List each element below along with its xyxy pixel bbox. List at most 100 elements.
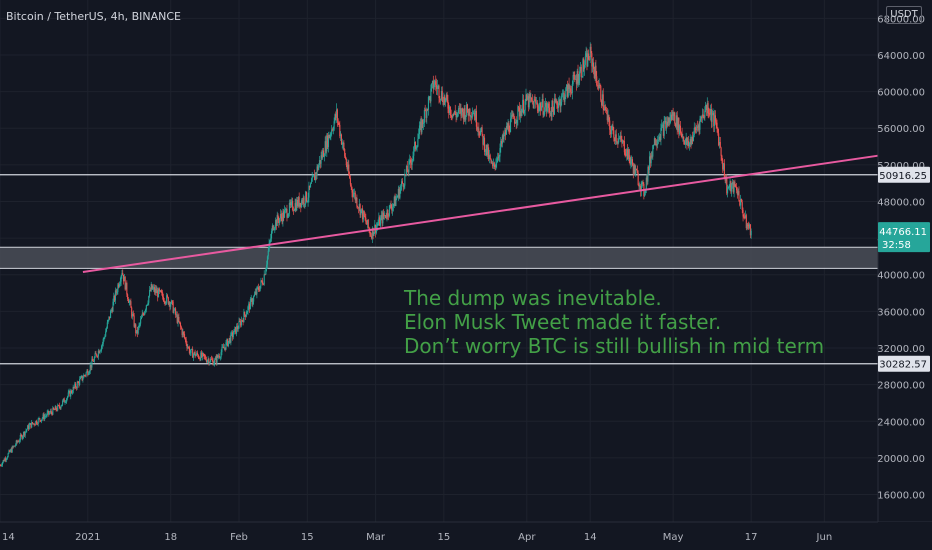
candle-body <box>373 232 375 236</box>
candle-body <box>527 96 529 108</box>
candle-body <box>551 100 553 117</box>
candle-body <box>254 291 256 295</box>
candle-body <box>22 436 24 439</box>
candle-body <box>44 416 46 420</box>
candle-body <box>401 181 403 184</box>
candle-body <box>371 227 373 239</box>
candle-body <box>372 227 374 236</box>
candle-body <box>641 182 643 183</box>
candle-body <box>140 319 142 324</box>
candle-body <box>315 172 317 175</box>
candle-body <box>145 305 147 310</box>
candle-body <box>158 288 160 292</box>
y-tick-label: 64000.00 <box>877 51 925 62</box>
candle-body <box>380 214 382 219</box>
candle-body <box>716 122 718 128</box>
candle-body <box>712 113 714 115</box>
candle-body <box>212 359 214 366</box>
candle-body <box>404 174 406 186</box>
candle-body <box>127 294 129 300</box>
candle-body <box>416 146 418 148</box>
candle-body <box>285 209 287 210</box>
candle-body <box>546 107 548 111</box>
candle-body <box>586 53 588 67</box>
candle-body <box>497 157 499 159</box>
candle-body <box>408 160 410 173</box>
candle-body <box>63 398 65 403</box>
candle-body <box>331 129 333 135</box>
candle-body <box>648 167 650 170</box>
candle-body <box>223 346 225 349</box>
candle-body <box>544 107 546 115</box>
candle-body <box>119 281 121 284</box>
candle-body <box>1 462 3 466</box>
currency-badge[interactable]: USDT <box>886 6 922 24</box>
level-price-tag[interactable] <box>878 355 930 372</box>
price-axis[interactable] <box>878 0 932 522</box>
time-axis[interactable] <box>0 522 932 550</box>
candle-body <box>319 160 321 164</box>
candle-body <box>185 339 187 344</box>
candle-body <box>700 116 702 119</box>
candle-body <box>221 346 223 353</box>
candle-body <box>310 183 312 188</box>
candle-body <box>350 184 352 188</box>
candle-body <box>562 92 564 94</box>
candle-body <box>261 280 263 282</box>
candle-body <box>243 311 245 323</box>
candle-body <box>592 62 594 67</box>
candle-body <box>559 99 561 107</box>
candle-body <box>383 212 385 217</box>
candle-body <box>340 134 342 145</box>
candle-body <box>197 352 199 355</box>
candle-body <box>268 243 270 251</box>
candle-body <box>339 124 341 137</box>
candle-body <box>530 97 532 99</box>
candle-body <box>453 113 455 115</box>
candle-body <box>536 102 538 104</box>
candle-body <box>582 59 584 77</box>
candle-body <box>120 275 122 282</box>
candle-body <box>326 135 328 152</box>
candle-body <box>366 222 368 225</box>
candle-body <box>637 173 639 186</box>
candle-body <box>462 108 464 112</box>
candle-body <box>707 103 709 114</box>
candle-body <box>395 198 397 206</box>
candle-body <box>675 115 677 127</box>
candle-body <box>384 215 386 218</box>
symbol-title[interactable]: Bitcoin / TetherUS, 4h, BINANCE <box>6 10 182 23</box>
x-tick-label: Mar <box>366 532 386 543</box>
candle-body <box>369 229 371 235</box>
candle-body <box>695 128 697 131</box>
trendline[interactable] <box>82 154 879 273</box>
x-tick-label: Apr <box>518 532 536 543</box>
candle-body <box>317 166 319 170</box>
candle-body <box>575 79 577 85</box>
level-price-tag[interactable] <box>878 166 930 183</box>
candle-body <box>300 202 302 208</box>
candle-body <box>201 352 203 358</box>
candle-body <box>292 201 294 211</box>
candle-body <box>351 187 353 193</box>
text-annotation[interactable]: The dump was inevitable. Elon Musk Tweet… <box>404 286 824 358</box>
candle-body <box>688 142 690 147</box>
candle-body <box>240 321 242 326</box>
candle-body <box>496 157 499 163</box>
candle-body <box>74 383 76 388</box>
candle-body <box>76 382 78 389</box>
y-tick-label: 60000.00 <box>877 88 925 99</box>
candle-body <box>671 112 673 120</box>
candle-body <box>325 141 327 152</box>
current-price-tag[interactable] <box>878 222 930 253</box>
candle-body <box>611 125 613 130</box>
candle-body <box>344 149 346 157</box>
candle-body <box>231 332 234 338</box>
candle-body <box>51 412 53 415</box>
candle-body <box>614 134 616 142</box>
candle-body <box>96 354 98 357</box>
candle-body <box>437 85 439 87</box>
candle-body <box>747 224 749 227</box>
candle-body <box>129 301 131 303</box>
